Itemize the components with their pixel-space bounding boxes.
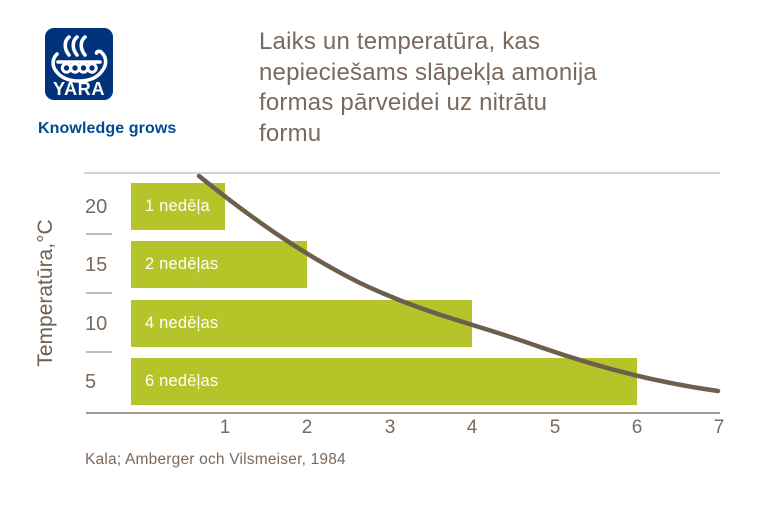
x-tick-7: 7 [713, 417, 725, 438]
bar-20c-1-week: 1 nedēļa [131, 183, 225, 230]
chart-top-border-line [84, 172, 720, 174]
y-tick-15: 15 [85, 254, 108, 276]
bar-label: 1 nedēļa [145, 197, 210, 215]
bar-15c-2-weeks: 2 nedēļas [131, 241, 307, 288]
x-tick-5: 5 [549, 417, 561, 438]
x-tick-3: 3 [384, 417, 396, 438]
y-tickmark [86, 351, 112, 353]
bar-10c-4-weeks: 4 nedēļas [131, 300, 472, 347]
x-tick-1: 1 [219, 417, 231, 438]
bar-label: 2 nedēļas [145, 255, 219, 273]
bar-5c-6-weeks: 6 nedēļas [131, 358, 637, 405]
x-tick-6: 6 [631, 417, 643, 438]
x-tick-4: 4 [466, 417, 478, 438]
yara-viking-ship-icon: YARA [45, 28, 113, 100]
x-tick-2: 2 [301, 417, 313, 438]
y-axis-label: Temperatūra,°C [34, 219, 57, 367]
source-citation: Kala; Amberger och Vilsmeiser, 1984 [85, 451, 346, 468]
bar-label: 4 nedēļas [145, 314, 219, 332]
y-tickmark [86, 233, 112, 235]
y-tick-5: 5 [85, 371, 97, 393]
y-tick-20: 20 [85, 196, 108, 218]
x-axis-line [86, 412, 720, 414]
y-tick-10: 10 [85, 313, 108, 335]
y-tickmark [86, 292, 112, 294]
yara-logo: YARA [45, 28, 113, 100]
yara-logo-text: YARA [53, 79, 105, 99]
brand-tagline: Knowledge grows [38, 120, 177, 137]
bar-label: 6 nedēļas [145, 372, 219, 390]
chart-title: Laiks un temperatūra, kas nepieciešams s… [259, 28, 597, 147]
